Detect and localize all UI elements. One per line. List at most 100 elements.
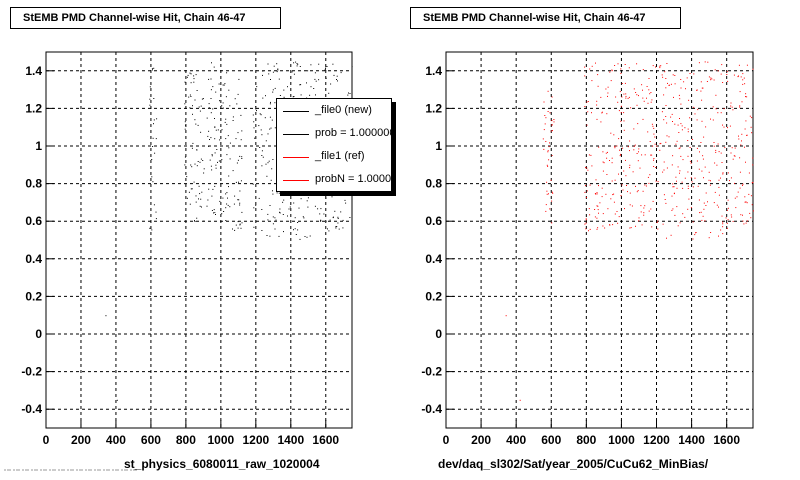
data-point: [217, 129, 219, 131]
data-point: [202, 160, 204, 161]
data-point: [635, 225, 636, 227]
data-point: [668, 136, 670, 138]
data-point: [279, 212, 281, 214]
data-point: [649, 93, 651, 95]
data-point: [149, 86, 151, 88]
data-point: [199, 205, 201, 207]
data-point: [194, 163, 196, 165]
x-tick-label: 200: [71, 433, 91, 447]
data-point: [285, 192, 287, 194]
data-point: [653, 127, 655, 129]
data-point: [751, 132, 753, 134]
data-point: [239, 223, 241, 225]
data-point: [739, 187, 741, 189]
data-point: [550, 179, 552, 181]
data-point: [742, 83, 744, 85]
data-point: [607, 86, 609, 88]
data-point: [317, 208, 319, 210]
data-point: [711, 78, 713, 80]
data-point: [271, 168, 273, 170]
data-point: [546, 190, 548, 192]
data-point: [196, 149, 198, 151]
data-point: [718, 235, 719, 237]
data-point: [651, 123, 653, 125]
data-point: [752, 164, 754, 166]
data-point: [586, 101, 588, 103]
data-point: [653, 133, 655, 135]
data-point: [258, 125, 260, 127]
data-point: [738, 75, 739, 77]
data-point: [638, 151, 639, 153]
data-point: [188, 96, 190, 98]
data-point: [751, 182, 753, 184]
data-point: [267, 162, 269, 164]
data-point: [196, 149, 198, 151]
data-point: [226, 123, 228, 125]
data-point: [705, 126, 707, 128]
data-point: [208, 107, 210, 109]
data-point: [261, 150, 263, 152]
data-point: [153, 123, 154, 125]
data-point: [716, 164, 718, 166]
data-point: [221, 129, 223, 131]
data-point: [625, 93, 627, 95]
data-point: [614, 213, 616, 215]
data-point: [318, 79, 320, 81]
data-point: [325, 68, 326, 70]
data-point: [213, 66, 215, 68]
data-point: [620, 153, 622, 155]
data-point: [707, 61, 709, 63]
data-point: [155, 218, 157, 220]
data-point: [750, 126, 752, 128]
data-point: [746, 96, 748, 98]
data-point: [544, 115, 546, 116]
data-point: [300, 94, 302, 96]
data-point: [224, 83, 226, 85]
data-point: [279, 208, 281, 210]
data-point: [615, 96, 617, 98]
data-point: [229, 206, 231, 208]
data-point: [655, 167, 657, 168]
data-point: [602, 170, 604, 172]
data-point: [261, 155, 263, 156]
data-point: [720, 112, 722, 114]
data-point: [240, 227, 242, 229]
data-point: [270, 179, 272, 181]
data-point: [202, 98, 204, 100]
data-point: [652, 145, 654, 147]
data-point: [188, 191, 190, 193]
data-point: [195, 195, 197, 197]
data-point: [587, 111, 589, 113]
data-point: [745, 222, 747, 224]
data-point: [672, 155, 674, 157]
data-point: [602, 151, 604, 153]
data-point: [642, 190, 644, 192]
data-point: [687, 208, 689, 210]
legend-entry: _file1 (ref): [277, 147, 391, 167]
data-point: [670, 83, 672, 85]
data-point: [745, 96, 746, 98]
data-point: [221, 105, 223, 107]
data-point: [237, 227, 239, 229]
data-point: [226, 72, 228, 74]
data-point: [627, 191, 628, 193]
data-point: [211, 210, 213, 211]
data-point: [641, 84, 643, 86]
data-point: [293, 229, 294, 231]
data-point: [241, 222, 243, 224]
data-point: [328, 230, 330, 232]
data-point: [547, 165, 549, 167]
data-point: [699, 151, 700, 153]
data-point: [309, 235, 311, 237]
data-point: [617, 222, 619, 224]
data-point: [213, 209, 215, 211]
data-point: [273, 65, 275, 67]
data-point: [235, 224, 237, 226]
left-x-axis-label: st_physics_6080011_raw_1020004: [124, 457, 320, 471]
data-point: [268, 73, 270, 75]
data-point: [636, 63, 638, 65]
data-point: [644, 205, 646, 207]
data-point: [232, 170, 234, 172]
data-point: [272, 190, 273, 192]
data-point: [303, 217, 305, 219]
